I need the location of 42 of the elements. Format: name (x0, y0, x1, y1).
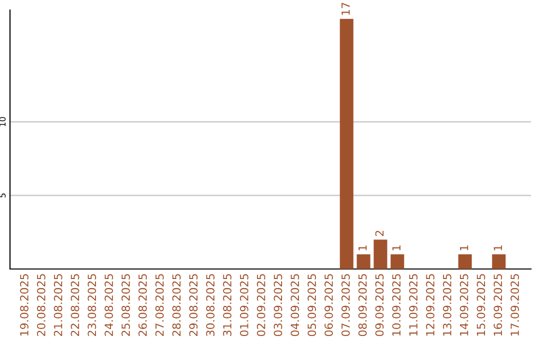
bar (340, 18, 354, 269)
x-tick-label: 19.08.2025 (20, 274, 28, 336)
x-tick-label: 14.09.2025 (460, 274, 468, 336)
data-label: 1 (494, 245, 502, 250)
x-tick-label: 27.08.2025 (155, 274, 164, 336)
x-tick-label: 31.08.2025 (223, 274, 232, 336)
data-label: 1 (460, 245, 468, 250)
x-tick-label: 30.08.2025 (206, 274, 215, 336)
x-tick-label: 28.08.2025 (172, 274, 181, 336)
bar (356, 254, 370, 269)
x-tick-label: 21.08.2025 (54, 274, 62, 336)
x-tick-label: 17.09.2025 (510, 274, 519, 336)
data-label: 1 (392, 245, 400, 250)
x-tick-label: 22.08.2025 (70, 274, 80, 336)
x-tick-label: 08.09.2025 (358, 274, 367, 336)
data-label: 2 (375, 230, 384, 236)
x-tick-label: 01.09.2025 (240, 274, 248, 336)
x-tick-label: 12.09.2025 (426, 274, 434, 336)
bar (492, 254, 506, 269)
x-tick-label: 06.09.2025 (324, 274, 333, 336)
x-tick-label: 07.09.2025 (341, 274, 350, 336)
x-tick-label: 10.09.2025 (392, 274, 401, 336)
x-tick-label: 25.08.2025 (122, 274, 130, 336)
x-tick-label: 29.08.2025 (189, 274, 198, 336)
bar (374, 240, 388, 269)
x-tick-label: 16.09.2025 (494, 274, 502, 336)
x-tick-label: 03.09.2025 (274, 274, 282, 336)
x-tick-label: 05.09.2025 (308, 274, 316, 336)
x-tick-label: 20.08.2025 (36, 274, 46, 336)
x-tick-label: 15.09.2025 (476, 274, 486, 336)
bar (390, 254, 404, 269)
x-tick-label: 02.09.2025 (256, 274, 266, 336)
x-tick-label: 09.09.2025 (375, 274, 384, 336)
x-tick-label: 11.09.2025 (409, 274, 418, 336)
x-tick-label: 24.08.2025 (104, 274, 114, 336)
data-label: 1 (358, 245, 367, 250)
bar (458, 254, 472, 269)
data-label: 17 (342, 2, 350, 15)
x-tick-label: 13.09.2025 (442, 274, 452, 336)
x-tick-label: 04.09.2025 (290, 274, 300, 336)
x-tick-label: 26.08.2025 (138, 274, 147, 336)
x-tick-label: 23.08.2025 (88, 274, 96, 336)
